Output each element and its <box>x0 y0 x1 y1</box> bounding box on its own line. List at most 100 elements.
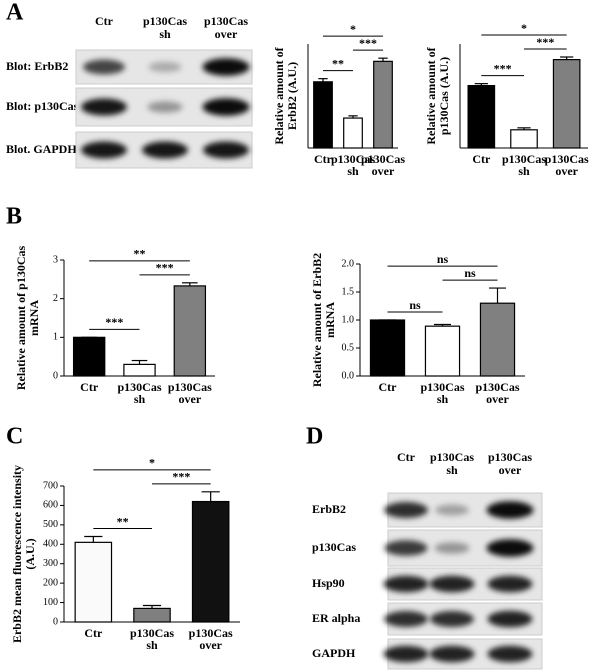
x-tick-label: p130Cas <box>420 380 464 394</box>
x-tick-label: p130Cas <box>168 380 212 394</box>
significance-label: *** <box>172 470 190 484</box>
y-tick-label: 100 <box>43 597 58 608</box>
column-label: sh <box>159 27 171 41</box>
bar <box>123 363 156 377</box>
blot-band <box>429 645 475 663</box>
y-tick-label: 0 <box>53 616 58 627</box>
error-bar <box>378 57 388 62</box>
blot-band <box>384 540 428 556</box>
error-bar <box>560 56 574 60</box>
significance-label: * <box>350 22 356 36</box>
row-label: Hsp90 <box>312 576 345 590</box>
x-tick-label: p130Cas <box>189 626 233 640</box>
x-tick-label: Ctr <box>80 380 99 394</box>
error-bar <box>474 83 488 86</box>
blot-band <box>383 645 429 663</box>
y-tick-label: 0 <box>53 370 58 381</box>
blot-band <box>487 645 533 663</box>
x-tick-label: p130Cas <box>331 152 375 166</box>
significance-label: ns <box>464 266 476 280</box>
bar <box>373 60 393 149</box>
y-tick-label: 300 <box>43 558 58 569</box>
blot-band <box>383 575 429 593</box>
column-label: over <box>215 27 238 41</box>
y-tick-label: 0.0 <box>342 370 355 381</box>
column-label: p130Cas <box>204 14 248 28</box>
row-label: ER alpha <box>312 611 360 625</box>
y-tick-label: 700 <box>43 480 58 491</box>
significance-label: ns <box>409 298 421 312</box>
error-bar <box>182 282 198 286</box>
y-axis-label: Relative amount of <box>424 46 438 144</box>
blot-band <box>486 501 534 519</box>
y-tick-label: 500 <box>43 519 58 530</box>
significance-label: *** <box>156 261 174 275</box>
y-tick-label: 1 <box>53 332 58 343</box>
blot-band <box>434 542 470 554</box>
bar <box>479 302 516 377</box>
y-axis-label: mRNA <box>323 302 337 338</box>
significance-label: *** <box>359 36 377 50</box>
x-tick-label: p130Cas <box>502 152 546 166</box>
x-tick-label: p130Cas <box>475 380 519 394</box>
bar <box>173 285 207 377</box>
y-tick-label: 600 <box>43 500 58 511</box>
significance-label: *** <box>536 35 554 49</box>
y-tick-label: 200 <box>43 577 58 588</box>
x-tick-label: p130Cas <box>130 626 174 640</box>
significance-label: *** <box>105 315 123 329</box>
bar <box>313 81 333 149</box>
bar <box>343 117 363 149</box>
column-label: Ctr <box>95 14 114 28</box>
column-label: sh <box>446 463 458 477</box>
x-tick-label: sh <box>437 392 449 406</box>
y-axis-label: mRNA <box>27 300 41 336</box>
error-bar <box>84 535 103 543</box>
y-axis-label: p130Cas (A.U.) <box>437 57 451 135</box>
bar <box>72 336 106 377</box>
x-tick-label: sh <box>347 164 359 178</box>
x-tick-label: sh <box>134 392 146 406</box>
error-bar <box>131 359 148 365</box>
x-tick-label: over <box>486 392 509 406</box>
significance-label: * <box>149 456 155 470</box>
x-tick-label: over <box>199 638 222 652</box>
blot-band <box>384 502 428 518</box>
bar <box>552 58 581 149</box>
row-label: GAPDH <box>312 646 356 660</box>
row-label: ErbB2 <box>312 502 346 516</box>
blot-band <box>384 611 428 627</box>
y-axis-label: Relative amount of <box>272 46 286 144</box>
bar <box>191 500 230 623</box>
x-tick-label: Ctr <box>84 626 103 640</box>
error-bar <box>318 78 328 82</box>
blot-band <box>430 611 474 627</box>
x-tick-label: Ctr <box>472 152 491 166</box>
x-tick-label: sh <box>146 638 158 652</box>
x-tick-label: over <box>555 164 578 178</box>
blot-band <box>142 141 188 159</box>
error-bar <box>517 127 531 130</box>
panel-label: C <box>6 424 23 450</box>
panel-label: B <box>6 204 22 230</box>
blot-band <box>203 141 249 159</box>
error-bar <box>488 287 507 304</box>
bar <box>369 319 406 377</box>
y-axis-label: Relative amount of ErbB2 <box>310 253 324 387</box>
row-label: Blot: p130Cas <box>6 99 79 113</box>
x-tick-label: p130Cas <box>117 380 161 394</box>
panel-label: D <box>306 424 323 450</box>
row-label: Blot: ErbB2 <box>6 59 68 73</box>
x-tick-label: sh <box>518 164 530 178</box>
blot-band <box>202 98 250 116</box>
blot-band <box>486 539 534 557</box>
column-label: over <box>499 463 522 477</box>
x-tick-label: Ctr <box>314 152 333 166</box>
blot-band <box>81 98 127 116</box>
bar <box>467 84 496 149</box>
x-tick-label: over <box>179 392 202 406</box>
row-label: p130Cas <box>312 540 356 554</box>
y-tick-label: 0.5 <box>342 342 355 353</box>
blot-band <box>429 575 475 593</box>
